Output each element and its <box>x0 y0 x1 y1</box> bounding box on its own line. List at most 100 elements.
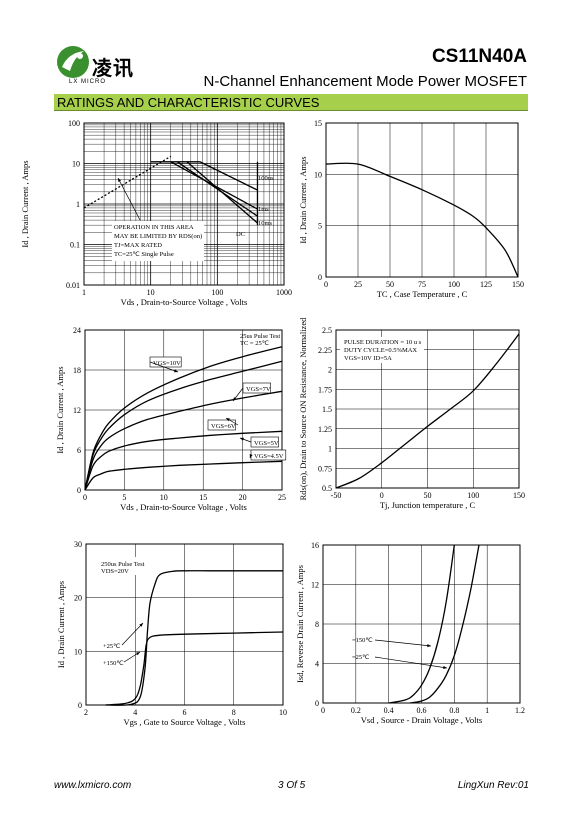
footer-page-number: 3 Of 5 <box>278 780 306 791</box>
soa-100us-line <box>150 161 258 191</box>
output-y-axis-label: Id , Drain Current , Amps <box>55 366 65 453</box>
output-ytick-label: 0 <box>77 486 81 495</box>
output-series-3-arrow-head <box>240 437 244 441</box>
soa-note-bg <box>112 221 204 261</box>
output-ytick-label: 24 <box>73 326 81 335</box>
rdson-ytick-label: 0.75 <box>318 464 332 473</box>
soa-note-line: TC=25℃ Single Pulse <box>114 251 174 258</box>
output-xtick-label: 0 <box>83 493 87 502</box>
transfer-note-bg <box>99 557 143 575</box>
footer-revision: LingXun Rev:01 <box>457 780 529 791</box>
derating-xtick-label: 75 <box>418 280 426 289</box>
rdson-ytick-label: 1.5 <box>322 405 332 414</box>
output-note-line: 25us Pulse Test <box>240 333 280 340</box>
output-ytick-label: 6 <box>77 446 81 455</box>
output-ytick-label: 18 <box>73 366 81 375</box>
derating-ytick-label: 15 <box>314 119 322 128</box>
transfer-ytick-label: 10 <box>74 647 82 656</box>
diode-xtick-label: 1.2 <box>515 706 525 715</box>
output-series-2-arrow-head <box>226 418 230 422</box>
rdson-xtick-label: 50 <box>424 491 432 500</box>
derating-curve <box>325 162 519 278</box>
output-series-0-arrow-head <box>174 369 178 373</box>
output-series-4-label: VGS=4.5V <box>254 453 284 460</box>
soa-xtick-label: 10 <box>147 288 155 297</box>
rdson-ytick-label: 1.25 <box>318 425 332 434</box>
output-series-3-label: VGS=5V <box>254 440 279 447</box>
transfer-xtick-label: 2 <box>84 708 88 717</box>
soa-note-line: TJ=MAX RATED <box>114 242 162 249</box>
output-series-1-curve <box>84 360 283 491</box>
soa-note-arrow-line <box>117 177 141 221</box>
output-series-4-curve <box>84 460 283 491</box>
transfer-series-0-curve <box>105 570 283 706</box>
diode-series-1-arrow-line <box>374 656 448 669</box>
rdson-note-line: DUTY CYCLE=0.5%MAX <box>344 347 417 354</box>
rdson-chart: -50 0 50 100 150 2.5 2.25 2 1.75 1.5 1.25 1 0.75 0.5 T… <box>298 317 525 510</box>
transfer-series-0-label: +25℃ <box>103 643 121 650</box>
soa-chart: 1 10 100 1000 100 10 1 0.1 0.01 Vds , Drain-to-So… <box>20 119 292 307</box>
transfer-note-line: 250us Pulse Test <box>101 561 145 568</box>
derating-xtick-label: 125 <box>480 280 492 289</box>
rdson-y-axis-label: Rds(on), Drain to Source ON Resistance, … <box>298 317 308 500</box>
diode-xtick-label: 0.4 <box>384 706 394 715</box>
soa-ytick-label: 10 <box>72 160 80 169</box>
logo-english-name: LX MICRO <box>69 79 107 85</box>
diode-ytick-label: 4 <box>315 660 319 669</box>
transfer-ytick-label: 20 <box>74 594 82 603</box>
soa-xtick-label: 1 <box>82 288 86 297</box>
output-series-4-arrow-head <box>249 454 253 458</box>
diode-x-axis-label: Vsd , Source - Drain Voltage , Volts <box>361 715 482 725</box>
transfer-chart: 2 4 6 8 10 30 20 10 0 Vgs , Gate to Source Voltag… <box>56 540 287 727</box>
soa-note-arrow-head <box>118 178 122 182</box>
transfer-series-0-arrow-line <box>121 622 144 646</box>
transfer-series-1-label: +150℃ <box>103 660 124 667</box>
output-xtick-label: 25 <box>278 493 286 502</box>
output-series-2-curve <box>84 390 283 491</box>
derating-ytick-label: 0 <box>318 273 322 282</box>
diode-xtick-label: 0.2 <box>351 706 361 715</box>
output-series-0-curve <box>84 346 283 491</box>
part-number: CS11N40A <box>431 46 527 67</box>
rdson-ytick-label: 2 <box>328 366 332 375</box>
transfer-xtick-label: 10 <box>279 708 287 717</box>
soa-note-line: OPERATION IN THIS AREA <box>114 224 194 231</box>
derating-xtick-label: 0 <box>324 280 328 289</box>
output-series-2-label: VGS=6V <box>211 423 236 430</box>
diode-ytick-label: 16 <box>311 541 319 550</box>
diode-series-1-curve <box>409 544 480 704</box>
footer-url[interactable]: www.lxmicro.com <box>54 780 132 791</box>
derating-xtick-label: 25 <box>354 280 362 289</box>
transfer-xtick-label: 8 <box>232 708 236 717</box>
soa-1ms-label: 1ms <box>258 206 269 213</box>
soa-dc-label: DC <box>236 231 245 238</box>
soa-ytick-label: 1 <box>76 200 80 209</box>
output-xtick-label: 15 <box>199 493 207 502</box>
diode-ytick-label: 12 <box>311 581 319 590</box>
soa-DC-line <box>186 161 258 224</box>
transfer-series-1-arrow-head <box>136 652 140 656</box>
derating-xtick-label: 150 <box>512 280 524 289</box>
soa-xtick-label: 100 <box>211 288 223 297</box>
section-title: RATINGS AND CHARACTERISTIC CURVES <box>57 95 320 110</box>
transfer-x-axis-label: Vgs , Gate to Source Voltage , Volts <box>124 717 246 727</box>
output-series-1-arrow-head <box>233 397 237 401</box>
soa-note-line: MAY BE LIMITED BY RDS(on) <box>114 233 202 240</box>
transfer-series-1-curve <box>105 631 284 706</box>
soa-10ms-label: 10ms <box>258 220 273 227</box>
derating-ytick-label: 5 <box>318 222 322 231</box>
output-xtick-label: 5 <box>122 493 126 502</box>
output-x-axis-label: Vds , Drain-to-Source Voltage , Volts <box>120 502 247 512</box>
soa-ytick-label: 0.01 <box>66 281 80 290</box>
soa-xtick-label: 1000 <box>276 288 292 297</box>
output-xtick-label: 10 <box>160 493 168 502</box>
soa-limit-line <box>83 155 172 209</box>
logo-chinese-name: 凌讯 <box>92 56 134 80</box>
transfer-xtick-label: 4 <box>133 708 137 717</box>
rdson-ytick-label: 2.5 <box>322 326 332 335</box>
rdson-xtick-label: 0 <box>380 491 384 500</box>
diode-series-0-arrow-head <box>427 644 431 648</box>
rdson-x-axis-label: Tj, Junction temperature , C <box>380 500 476 510</box>
diode-xtick-label: 0.6 <box>417 706 427 715</box>
